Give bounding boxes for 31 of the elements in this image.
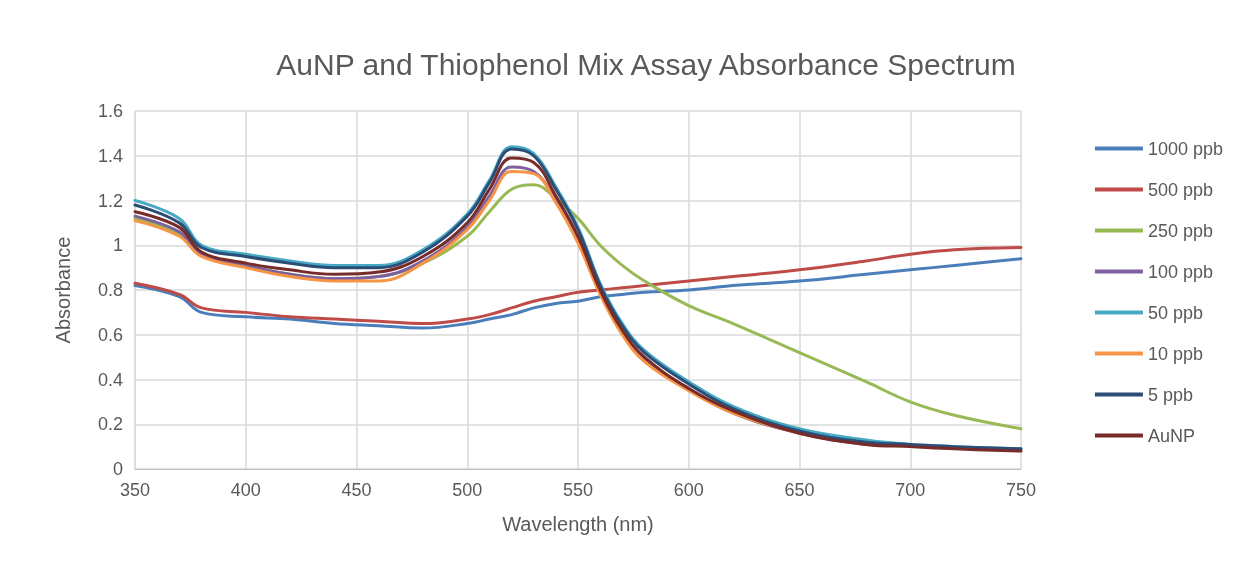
y-tick-label: 1.4 [97,145,123,166]
x-tick-label: 650 [784,480,815,500]
x-tick-label: 450 [341,480,372,500]
y-tick-label: 1 [112,235,123,256]
y-tick-label: 0 [112,459,123,479]
x-tick-label: 500 [452,480,483,500]
chart-title: AuNP and Thiophenol Mix Assay Absorbance Spectrum [276,47,1016,81]
legend-label: 10 ppb [1147,343,1203,364]
legend-label: 500 ppb [1147,179,1213,200]
y-tick-label: 0.6 [97,324,123,345]
x-tick-label: 400 [230,480,261,500]
x-tick-label: 750 [1005,480,1037,500]
x-tick-label: 550 [562,480,594,500]
line-series [133,257,1023,330]
x-tick-label: 350 [119,480,151,500]
legend-label: 1000 ppb [1147,138,1223,159]
legend-label: 5 ppb [1147,384,1193,405]
legend-label: 100 ppb [1147,261,1213,282]
line-series [133,245,1023,326]
x-tick-label: 600 [673,480,704,500]
legend-label: AuNP [1147,425,1195,446]
x-tick-label: 700 [895,480,926,500]
y-tick-label: 0.2 [97,414,123,435]
x-axis-title: Wavelength (nm) [502,513,654,535]
y-tick-label: 1.6 [97,101,123,121]
legend-label: 50 ppb [1147,302,1203,323]
y-axis-title: Absorbance [52,236,74,344]
y-tick-label: 0.8 [97,280,123,300]
y-tick-label: 0.4 [97,369,123,390]
y-tick-label: 1.2 [97,190,123,211]
legend-label: 250 ppb [1147,220,1213,241]
